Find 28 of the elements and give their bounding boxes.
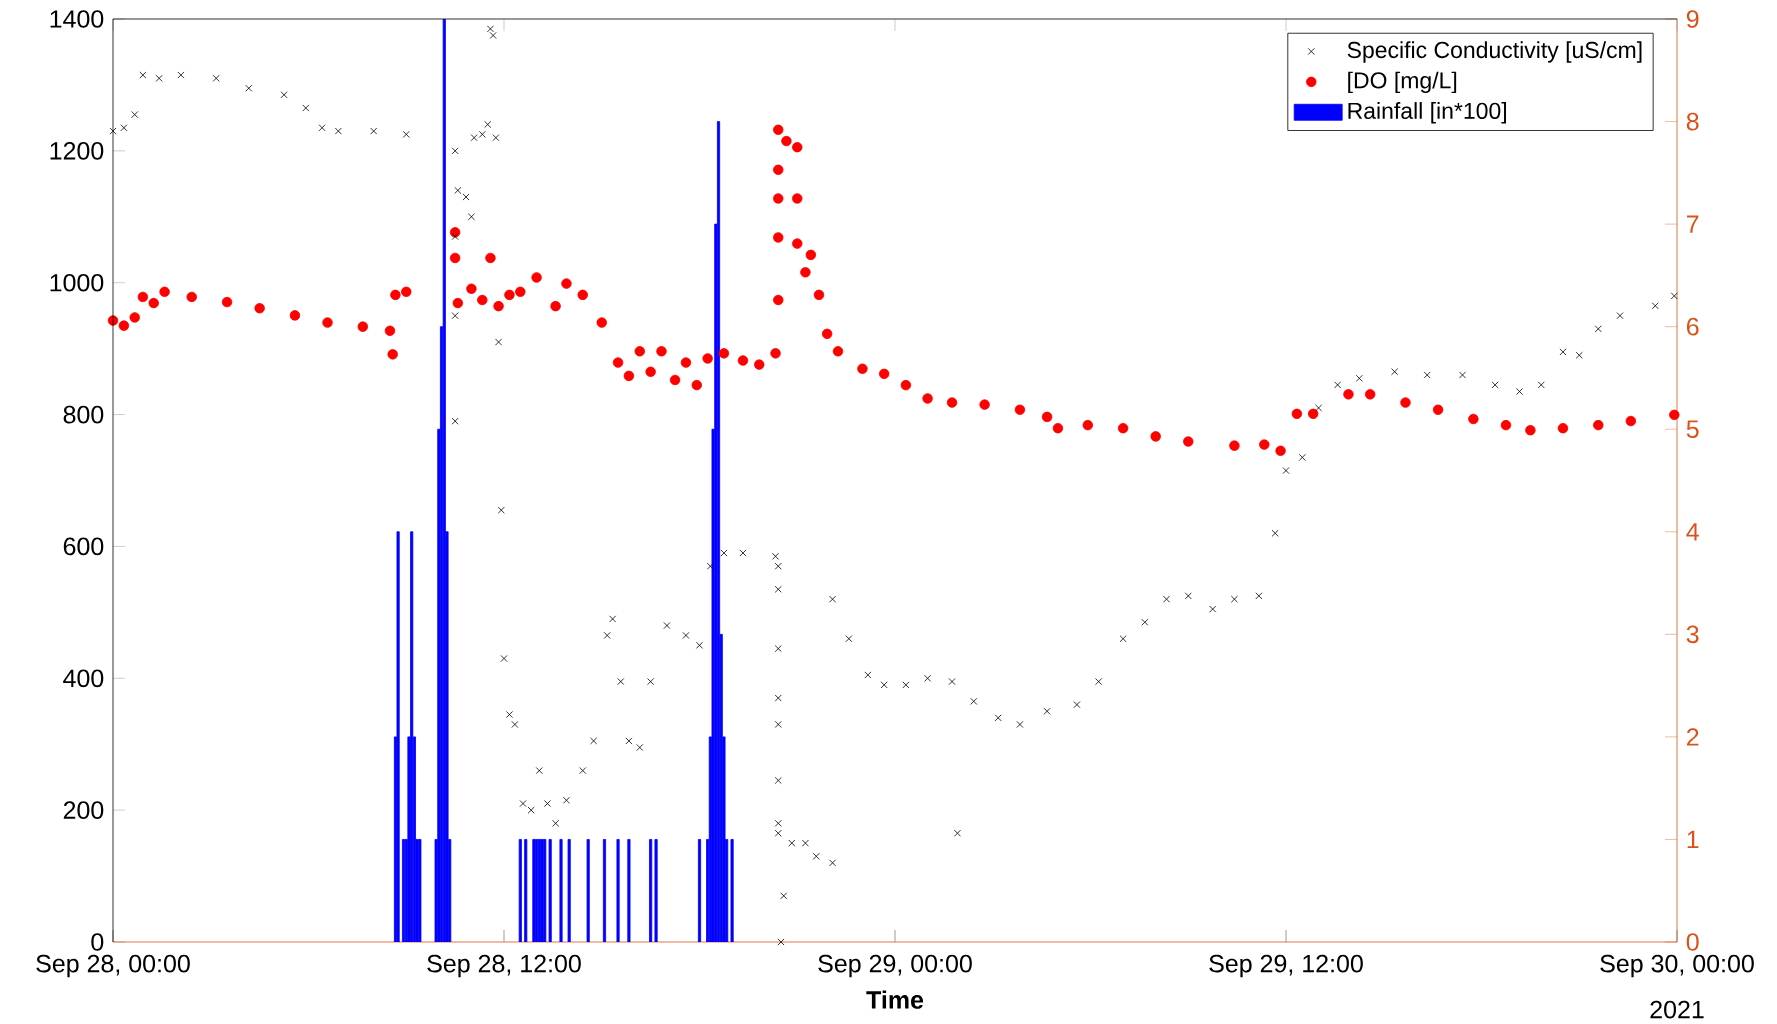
y2-tick-label: 4 bbox=[1686, 523, 1699, 541]
y-tick-label: 1200 bbox=[50, 142, 104, 160]
y-tick-label: 800 bbox=[63, 405, 104, 424]
x-tick-label: Sep 29, 12:00 bbox=[1209, 954, 1363, 978]
y-tick-label: 200 bbox=[63, 801, 104, 819]
legend-label: Specific Conductivity [uS/cm] bbox=[1347, 41, 1642, 63]
y2-tick-label: 3 bbox=[1686, 625, 1699, 644]
y2-tick-label: 7 bbox=[1687, 215, 1699, 233]
y2-tick-label: 8 bbox=[1686, 112, 1699, 131]
x-tick-label: Sep 29, 00:00 bbox=[818, 954, 972, 978]
x-tick-label: Sep 30, 00:00 bbox=[1600, 954, 1754, 978]
legend-label: [DO [mg/L] bbox=[1348, 71, 1457, 94]
y-tick-label: 600 bbox=[63, 537, 104, 556]
y-tick-label: 400 bbox=[63, 669, 104, 688]
x-axis-title: Time bbox=[866, 990, 924, 1009]
y2-tick-label: 5 bbox=[1686, 420, 1699, 438]
y2-tick-label: 1 bbox=[1687, 830, 1699, 849]
y2-tick-label: 2 bbox=[1687, 728, 1699, 746]
y-tick-label: 0 bbox=[91, 933, 104, 951]
legend-label: Rainfall [in*100] bbox=[1348, 102, 1506, 124]
y2-tick-label: 6 bbox=[1687, 317, 1699, 336]
y2-tick-label: 0 bbox=[1686, 933, 1699, 951]
y-tick-label: 1400 bbox=[50, 10, 104, 28]
y2-tick-label: 9 bbox=[1686, 10, 1699, 28]
text: 2021 bbox=[1650, 1000, 1704, 1019]
x-tick-label: Sep 28, 00:00 bbox=[36, 954, 190, 978]
x-tick-label: Sep 28, 12:00 bbox=[427, 954, 581, 978]
y-tick-label: 1000 bbox=[50, 273, 104, 292]
